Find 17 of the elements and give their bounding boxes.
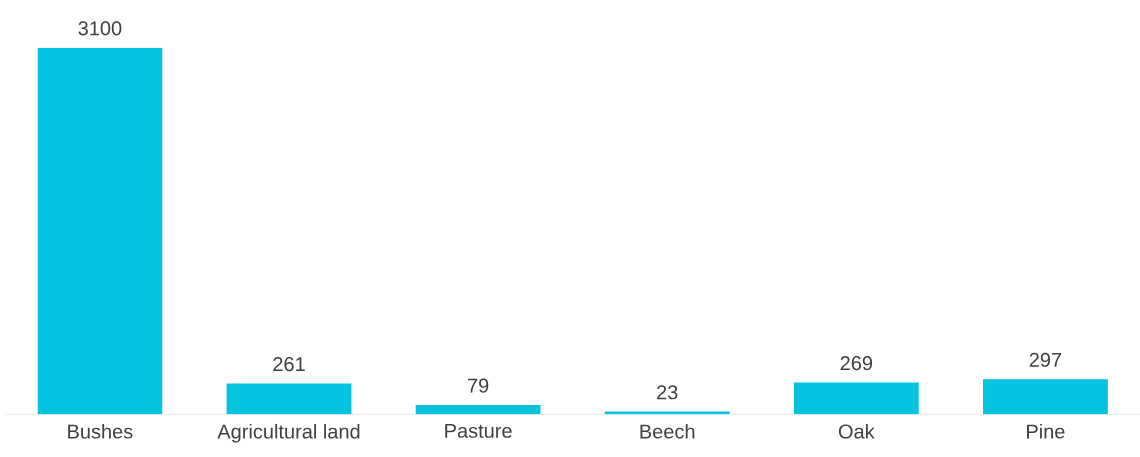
data-label: 297 (1029, 352, 1062, 367)
x-tick-label: Oak (838, 423, 875, 439)
x-tick-label: Pine (1027, 423, 1065, 439)
bar (415, 404, 541, 415)
bar (226, 383, 352, 415)
x-tick-label: Beech (640, 423, 695, 439)
bar (37, 47, 163, 415)
data-label: 79 (468, 378, 489, 393)
x-tick-label: Bushes (68, 423, 133, 439)
data-label: 261 (273, 357, 305, 372)
x-tick-label: Agricultural land (217, 423, 360, 443)
x-tick-label: Pasture (445, 423, 512, 438)
data-label: 3100 (78, 21, 122, 36)
data-label: 23 (657, 385, 678, 400)
bar (793, 382, 919, 415)
data-label: 269 (840, 356, 873, 371)
bar (983, 379, 1108, 415)
